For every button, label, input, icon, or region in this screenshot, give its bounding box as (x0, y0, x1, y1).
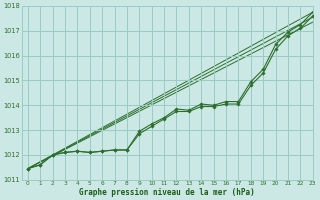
X-axis label: Graphe pression niveau de la mer (hPa): Graphe pression niveau de la mer (hPa) (79, 188, 255, 197)
